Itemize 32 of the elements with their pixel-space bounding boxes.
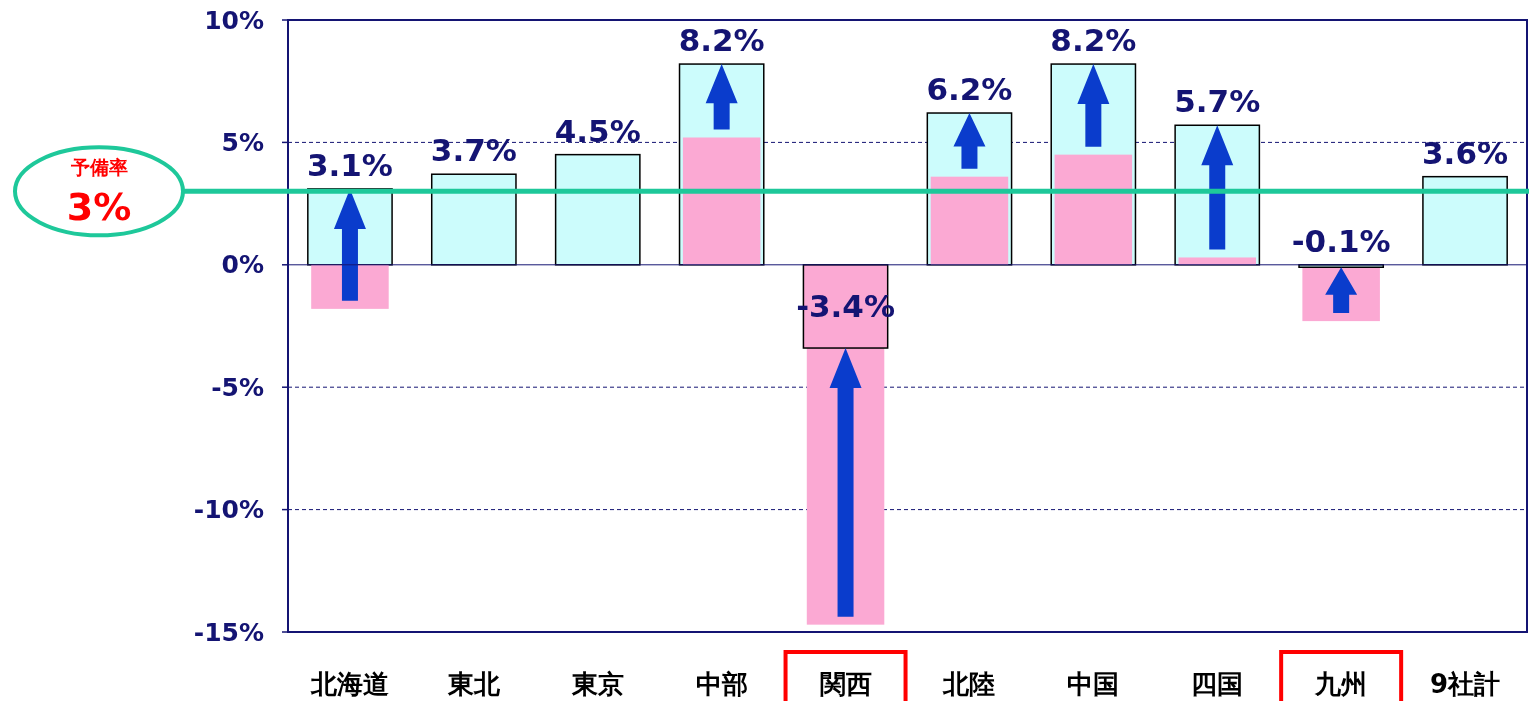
y-tick-label: 10% [204,5,264,35]
y-tick-label: -10% [193,495,264,525]
x-tick-label: 北陸 [942,669,996,699]
data-label: 3.1% [306,146,393,183]
x-tick-label: 中部 [695,669,748,699]
x-tick-label: 北海道 [309,669,389,699]
bar [1054,154,1133,265]
data-label: 8.2% [678,22,765,59]
bar [1422,175,1508,266]
data-label: 4.5% [554,112,641,149]
x-tick-label: 九州 [1314,669,1368,699]
data-label: 3.7% [430,132,517,169]
y-tick-label: -5% [211,372,264,402]
y-tick-label: -15% [193,617,264,647]
bar [554,153,641,266]
bar [430,173,517,266]
x-tick-label: 中国 [1067,669,1120,699]
bar [682,137,761,265]
data-label: 6.2% [926,71,1013,108]
data-label: -0.1% [1291,222,1391,259]
data-label: 3.6% [1422,134,1509,171]
x-tick-label: 四国 [1191,669,1244,699]
y-tick-label: 0% [221,250,264,280]
ref-line-label: 予備率 3% [66,156,132,230]
x-tick-label: 東京 [570,669,624,699]
x-tick-label: 関西 [819,669,872,699]
y-tick-label: 5% [221,127,264,157]
data-label: 8.2% [1050,22,1137,59]
x-tick-label: 9社計 [1430,669,1501,699]
x-tick-label: 東北 [446,669,501,699]
data-label: 5.7% [1174,83,1261,120]
bar [930,176,1009,265]
